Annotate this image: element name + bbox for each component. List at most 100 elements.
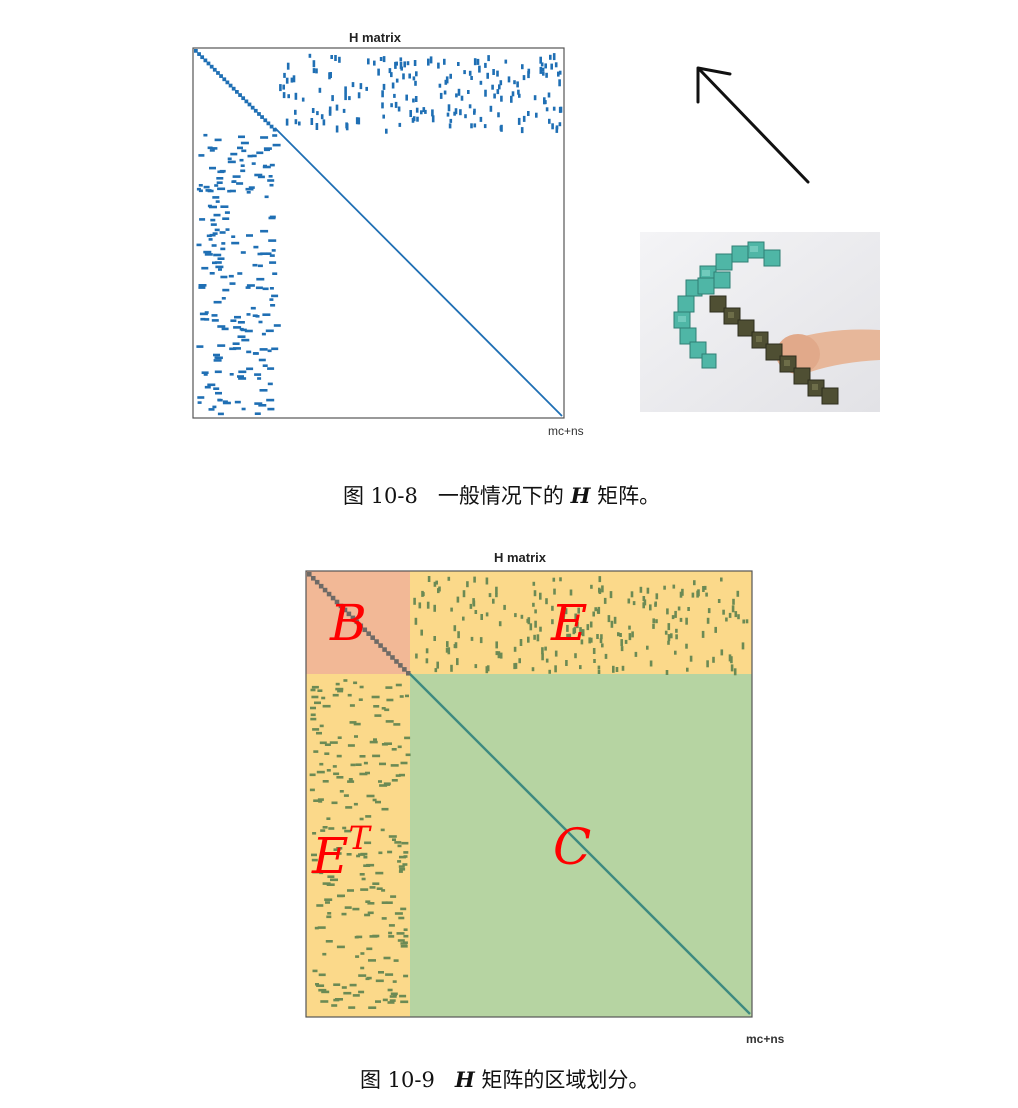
figure2-caption-symbol: H <box>454 1067 475 1092</box>
matrix-entry <box>604 653 608 659</box>
matrix-entry <box>214 356 219 359</box>
matrix-entry <box>312 60 316 68</box>
matrix-entry <box>312 870 320 874</box>
matrix-entry <box>335 687 344 691</box>
figure2-camera-diagonal-blocks <box>307 572 411 676</box>
matrix-entry <box>318 800 323 803</box>
matrix-entry <box>365 900 371 903</box>
camera-block <box>330 595 336 601</box>
matrix-entry <box>521 64 524 70</box>
matrix-entry <box>325 940 333 943</box>
matrix-entry <box>311 108 315 113</box>
matrix-entry <box>257 377 262 380</box>
matrix-entry <box>316 984 325 987</box>
matrix-entry <box>229 373 234 376</box>
matrix-entry <box>269 254 275 257</box>
matrix-entry <box>335 998 343 1001</box>
matrix-entry <box>209 166 216 170</box>
matrix-entry <box>533 590 537 597</box>
matrix-entry <box>335 104 339 111</box>
figure1-caption-symbol: H <box>570 483 591 508</box>
matrix-entry <box>456 658 459 666</box>
matrix-entry <box>270 304 276 307</box>
matrix-entry <box>269 163 275 167</box>
matrix-entry <box>343 794 349 797</box>
matrix-entry <box>209 149 215 152</box>
matrix-entry <box>473 58 477 66</box>
matrix-entry <box>319 741 327 745</box>
camera-block <box>386 651 391 656</box>
matrix-entry <box>443 58 446 65</box>
matrix-entry <box>217 187 226 191</box>
figure1-ET-block-entries <box>196 133 281 416</box>
matrix-entry <box>200 317 206 321</box>
matrix-entry <box>415 107 419 113</box>
matrix-entry <box>233 347 241 350</box>
matrix-entry <box>230 319 237 322</box>
matrix-entry <box>433 604 436 612</box>
matrix-entry <box>238 135 245 139</box>
matrix-entry <box>207 146 213 150</box>
matrix-entry <box>382 114 385 119</box>
matrix-entry <box>229 347 237 351</box>
matrix-entry <box>400 907 407 911</box>
matrix-entry <box>367 58 370 65</box>
matrix-entry <box>565 660 568 666</box>
figure1-caption-suffix: 矩阵。 <box>597 484 661 508</box>
camera-block <box>203 58 208 63</box>
camera-block <box>382 647 387 652</box>
matrix-entry <box>212 405 217 409</box>
matrix-entry <box>373 738 377 741</box>
camera-block <box>366 631 371 636</box>
figure1-point-diagonal <box>274 127 563 417</box>
matrix-entry <box>406 61 410 66</box>
matrix-entry <box>624 639 628 644</box>
matrix-entry <box>548 669 551 674</box>
matrix-entry <box>375 979 384 983</box>
matrix-entry <box>545 658 549 663</box>
matrix-entry <box>333 848 341 851</box>
matrix-entry <box>394 61 397 69</box>
matrix-entry <box>333 983 341 986</box>
matrix-entry <box>215 265 224 269</box>
matrix-entry <box>382 56 386 63</box>
matrix-entry <box>385 973 394 976</box>
matrix-entry <box>613 616 617 624</box>
matrix-entry <box>348 1006 356 1009</box>
matrix-entry <box>674 650 677 655</box>
matrix-entry <box>513 646 517 652</box>
matrix-entry <box>252 263 258 267</box>
matrix-entry <box>355 763 362 766</box>
matrix-entry <box>557 71 560 77</box>
matrix-entry <box>444 79 448 85</box>
matrix-entry <box>364 913 371 917</box>
matrix-entry <box>558 122 562 127</box>
matrix-entry <box>322 826 328 829</box>
matrix-entry <box>513 663 516 670</box>
figure2-partitioned-matrix <box>305 570 753 1018</box>
matrix-entry <box>574 653 577 659</box>
matrix-entry <box>350 763 356 767</box>
matrix-entry <box>395 78 399 83</box>
figure2-caption: 图 10-9 H 矩阵的区域划分。 <box>360 1064 649 1094</box>
matrix-entry <box>255 286 263 290</box>
matrix-entry <box>228 274 234 278</box>
camera-block <box>206 61 211 66</box>
matrix-entry <box>234 400 241 404</box>
matrix-entry <box>344 906 352 909</box>
matrix-entry <box>603 597 607 604</box>
matrix-entry <box>233 326 242 329</box>
matrix-entry <box>714 626 717 633</box>
matrix-entry <box>344 86 347 94</box>
matrix-entry <box>435 580 438 585</box>
matrix-entry <box>365 815 372 818</box>
figure1-caption-text: 一般情况下的 <box>437 484 564 508</box>
matrix-entry <box>564 608 568 615</box>
matrix-entry <box>272 143 281 147</box>
camera-block <box>342 607 348 613</box>
matrix-entry <box>679 617 683 622</box>
matrix-entry <box>457 88 461 96</box>
matrix-entry <box>232 342 240 345</box>
matrix-entry <box>579 627 582 633</box>
matrix-entry <box>353 681 358 685</box>
